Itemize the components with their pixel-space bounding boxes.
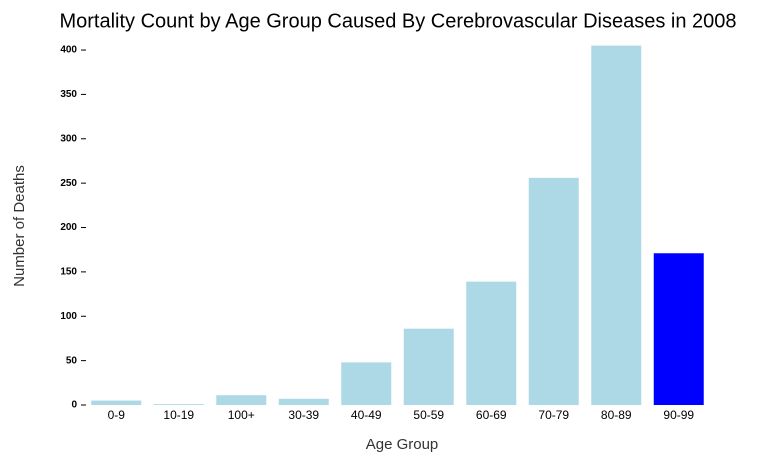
y-tick-label: 400 <box>60 45 77 56</box>
y-tick-label: 150 <box>60 267 77 278</box>
bar <box>153 404 204 405</box>
bar <box>653 253 704 405</box>
x-tick-label: 40-49 <box>351 408 382 422</box>
chart-subtitle: Cause of Death <box>346 0 450 4</box>
bar <box>278 398 329 405</box>
x-tick-label: 90-99 <box>663 408 694 422</box>
y-tick-label: 100 <box>60 311 77 322</box>
bar <box>216 395 267 405</box>
y-tick-label: 50 <box>66 355 78 366</box>
y-axis-label: Number of Deaths <box>11 165 28 287</box>
bar <box>528 177 579 405</box>
y-tick-label: 300 <box>60 133 77 144</box>
x-tick-label: 10-19 <box>163 408 194 422</box>
x-tick-label: 50-59 <box>413 408 444 422</box>
x-tick-label: 60-69 <box>476 408 507 422</box>
bar <box>341 362 392 405</box>
x-axis-label: Age Group <box>366 436 439 453</box>
chart-title: Mortality Count by Age Group Caused By C… <box>59 10 736 32</box>
x-tick-label: 80-89 <box>601 408 632 422</box>
x-tick-label: 30-39 <box>288 408 319 422</box>
bar <box>466 281 517 405</box>
bar <box>591 45 642 405</box>
y-tick-label: 250 <box>60 178 77 189</box>
bar <box>403 328 454 405</box>
y-tick-label: 350 <box>60 89 77 100</box>
x-tick-label: 100+ <box>228 408 255 422</box>
y-tick-label: 200 <box>60 222 77 233</box>
bar <box>91 400 142 405</box>
y-tick-label: 0 <box>71 400 77 411</box>
x-tick-label: 0-9 <box>108 408 126 422</box>
x-tick-label: 70-79 <box>538 408 569 422</box>
